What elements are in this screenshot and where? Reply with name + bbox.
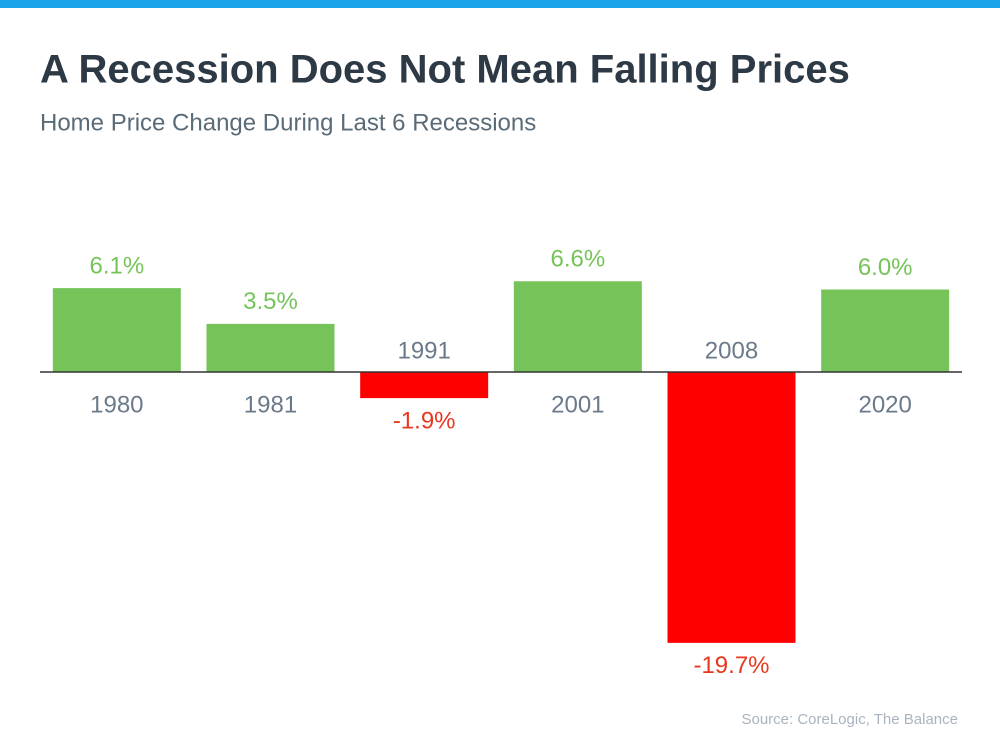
chart-subtitle: Home Price Change During Last 6 Recessio…: [40, 109, 536, 136]
value-label: -1.9%: [393, 407, 456, 434]
bar: [821, 289, 950, 372]
bar: [513, 281, 642, 372]
x-tick-label: 2020: [858, 391, 911, 418]
top-strip: [0, 0, 1000, 8]
chart-title: A Recession Does Not Mean Falling Prices: [40, 48, 850, 92]
x-tick-label: 2001: [551, 391, 604, 418]
x-tick-label: 1981: [244, 391, 297, 418]
bar: [667, 372, 796, 643]
x-tick-label: 1980: [90, 391, 143, 418]
value-label: -19.7%: [693, 652, 769, 679]
bar: [52, 288, 181, 372]
bar: [360, 372, 489, 399]
bar: [206, 323, 335, 372]
value-label: 6.6%: [550, 246, 605, 273]
x-tick-label: 2008: [705, 337, 758, 364]
value-label: 6.0%: [858, 254, 913, 281]
x-tick-label: 1991: [397, 337, 450, 364]
source-note: Source: CoreLogic, The Balance: [741, 711, 958, 728]
value-label: 3.5%: [243, 288, 298, 315]
value-label: 6.1%: [89, 252, 144, 279]
